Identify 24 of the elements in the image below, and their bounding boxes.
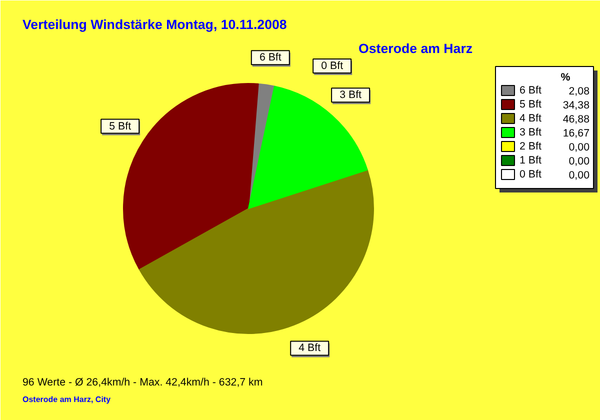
chart-title: Verteilung Windstärke Montag, 10.11.2008 — [22, 17, 287, 32]
data-label: 2,08 — [568, 86, 590, 98]
legend-label: 0 Bft — [520, 168, 542, 180]
legend-label: 1 Bft — [520, 154, 542, 166]
slice-label: 5 Bft — [109, 120, 132, 132]
text: 0,00 — [568, 156, 590, 168]
legend-label: 4 Bft — [520, 112, 542, 124]
data-label: 16,67 — [562, 128, 590, 140]
text: 0,00 — [568, 170, 590, 182]
data-label: 34,38 — [562, 100, 590, 112]
legend-title: % — [560, 72, 571, 84]
text: 96 Werte - Ø 26,4km/h - Max. 42,4km/h - 632,7 km — [22, 376, 263, 388]
legend-label: 6 Bft — [520, 84, 542, 96]
slice-label: 3 Bft — [340, 89, 362, 102]
slice-label: 6 Bft — [259, 52, 282, 64]
legend-label: 2 Bft — [520, 140, 542, 152]
data-label: 46,88 — [562, 114, 590, 126]
text: 0,00 — [568, 142, 590, 154]
legend-label: 3 Bft — [520, 126, 542, 138]
chart-subtitle: Osterode am Harz — [358, 41, 473, 56]
legend-label: 5 Bft — [520, 98, 542, 110]
text: Osterode am Harz, City — [22, 395, 112, 404]
slice-label: 4 Bft — [298, 342, 321, 354]
category-label: 0 Bft — [321, 60, 344, 72]
